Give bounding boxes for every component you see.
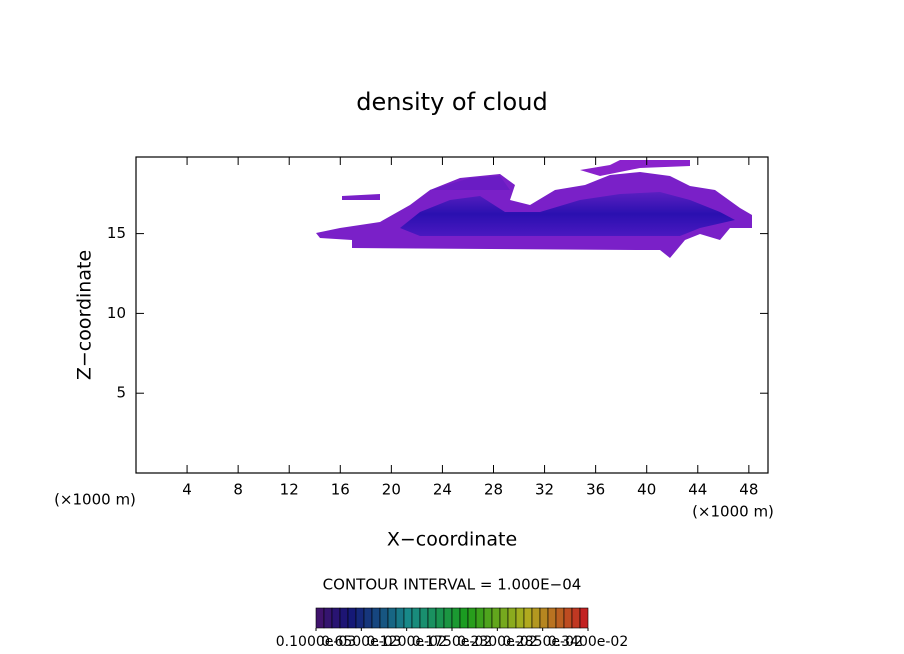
- y-tick-label: 5: [116, 384, 126, 402]
- contour-interval: CONTOUR INTERVAL = 1.000E−04: [323, 576, 582, 594]
- y-axis-label: Z−coordinate: [74, 250, 96, 380]
- colorbar-tick-label: 0.6500e-03: [321, 634, 401, 650]
- colorbar-tick-label: 0.1750e-02: [412, 634, 492, 650]
- cloud-fragment: [342, 194, 380, 200]
- colorbar-cell: [539, 607, 549, 629]
- x-tick-label: 12: [280, 481, 299, 499]
- y-tick-label: 10: [107, 304, 126, 322]
- colorbar-tick-label: 0.1200e-02: [366, 634, 446, 650]
- colorbar-cell: [475, 607, 485, 629]
- colorbar-cell: [347, 607, 357, 629]
- colorbar-cell: [547, 607, 557, 629]
- x-tick-label: 24: [433, 481, 452, 499]
- colorbar-cell: [355, 607, 365, 629]
- colorbar-cell: [459, 607, 469, 629]
- colorbar-cell: [515, 607, 525, 629]
- cloud-field: [316, 160, 752, 258]
- x-tick-label: 36: [586, 481, 605, 499]
- colorbar-cell: [315, 607, 325, 629]
- chart-title: density of cloud: [356, 88, 547, 116]
- y-tick-label: 15: [107, 224, 126, 242]
- x-unit-label: (×1000 m): [54, 491, 136, 509]
- colorbar-cell: [435, 607, 445, 629]
- colorbar-cell: [419, 607, 429, 629]
- colorbar-cell: [523, 607, 533, 629]
- colorbar-cell: [571, 607, 581, 629]
- colorbar-cell: [483, 607, 493, 629]
- colorbar-cell: [443, 607, 453, 629]
- colorbar-tick-label: 0.1000e-03: [276, 634, 356, 650]
- colorbar-cell: [467, 607, 477, 629]
- x-tick-label: 48: [739, 481, 758, 499]
- x-tick-label: 4: [182, 481, 192, 499]
- colorbar-cell: [379, 607, 389, 629]
- x-tick-label: 40: [637, 481, 656, 499]
- x-tick-label: 8: [233, 481, 243, 499]
- colorbar-cell: [411, 607, 421, 629]
- colorbar-cell: [427, 607, 437, 629]
- colorbar-cell: [387, 607, 397, 629]
- x-tick-label: 16: [331, 481, 350, 499]
- colorbar-cell: [499, 607, 509, 629]
- x-axis-label: X−coordinate: [387, 529, 517, 551]
- colorbar-tick-label: 0.3400e-02: [548, 634, 628, 650]
- colorbar-cell: [563, 607, 573, 629]
- x-tick-label: 28: [484, 481, 503, 499]
- cloud-top: [580, 160, 690, 176]
- colorbar-tick-label: 0.2850e-02: [502, 634, 582, 650]
- x-tick-label: 20: [382, 481, 401, 499]
- colorbar-cell: [395, 607, 405, 629]
- colorbar-cell: [579, 607, 589, 629]
- colorbar-cell: [403, 607, 413, 629]
- x-tick-label: 44: [688, 481, 707, 499]
- colorbar-cell: [555, 607, 565, 629]
- colorbar-cell: [339, 607, 349, 629]
- colorbar-tick-label: 0.2300e-02: [457, 634, 537, 650]
- colorbar-cell: [323, 607, 333, 629]
- colorbar-cell: [531, 607, 541, 629]
- plot-frame: [135, 156, 769, 474]
- colorbar-cell: [331, 607, 341, 629]
- cloud-top: [430, 176, 510, 190]
- colorbar-cell: [451, 607, 461, 629]
- colorbar-cell: [491, 607, 501, 629]
- x-tick-label: 32: [535, 481, 554, 499]
- cloud-core: [400, 192, 735, 236]
- colorbar-cell: [363, 607, 373, 629]
- colorbar-cell: [507, 607, 517, 629]
- x-unit-label: (×1000 m): [692, 503, 774, 521]
- colorbar-cell: [371, 607, 381, 629]
